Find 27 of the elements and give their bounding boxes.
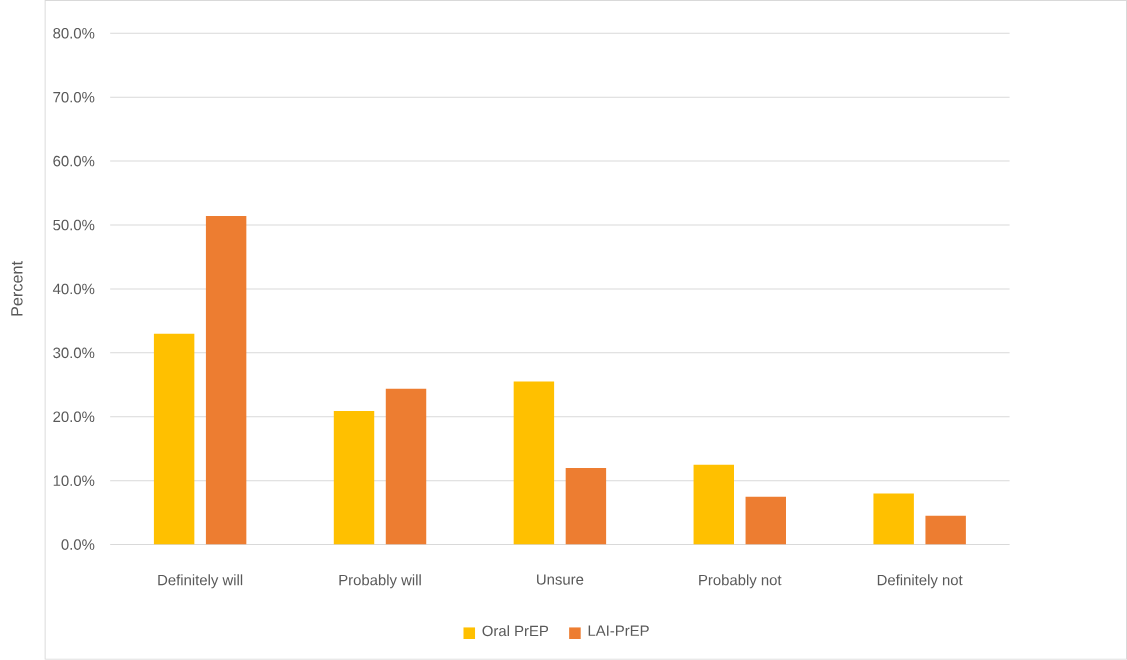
y-tick-label: 80.0% — [53, 28, 95, 39]
x-tick-label: Unsure — [537, 574, 584, 585]
bar — [873, 493, 914, 545]
y-tick-label: 40.0% — [52, 283, 95, 295]
y-tick-label: 30.0% — [53, 347, 95, 359]
bar — [153, 333, 195, 545]
x-tick-label: Probably not — [699, 574, 782, 589]
legend-label: Oral PrEP — [482, 625, 549, 637]
bar — [565, 468, 607, 545]
legend-label: LAI-PrEP — [588, 625, 649, 636]
y-tick-label: 10.0% — [53, 475, 95, 487]
y-tick-label: 0.0% — [61, 539, 95, 551]
x-tick-label: Probably will — [339, 574, 421, 589]
y-tick-label: 60.0% — [53, 155, 95, 167]
y-tick-label: 20.0% — [53, 411, 95, 423]
bar — [333, 411, 375, 545]
y-tick-label: 70.0% — [53, 92, 95, 103]
bar — [693, 464, 735, 545]
bar — [205, 216, 247, 545]
y-tick-label: 50.0% — [53, 219, 95, 231]
x-tick-label: Definitely not — [877, 574, 963, 589]
bar — [745, 496, 786, 545]
y-axis-title: Percent — [11, 261, 23, 316]
bar — [925, 515, 966, 545]
x-tick-label: Definitely will — [158, 574, 243, 589]
bar — [385, 388, 427, 545]
bar — [513, 381, 555, 545]
